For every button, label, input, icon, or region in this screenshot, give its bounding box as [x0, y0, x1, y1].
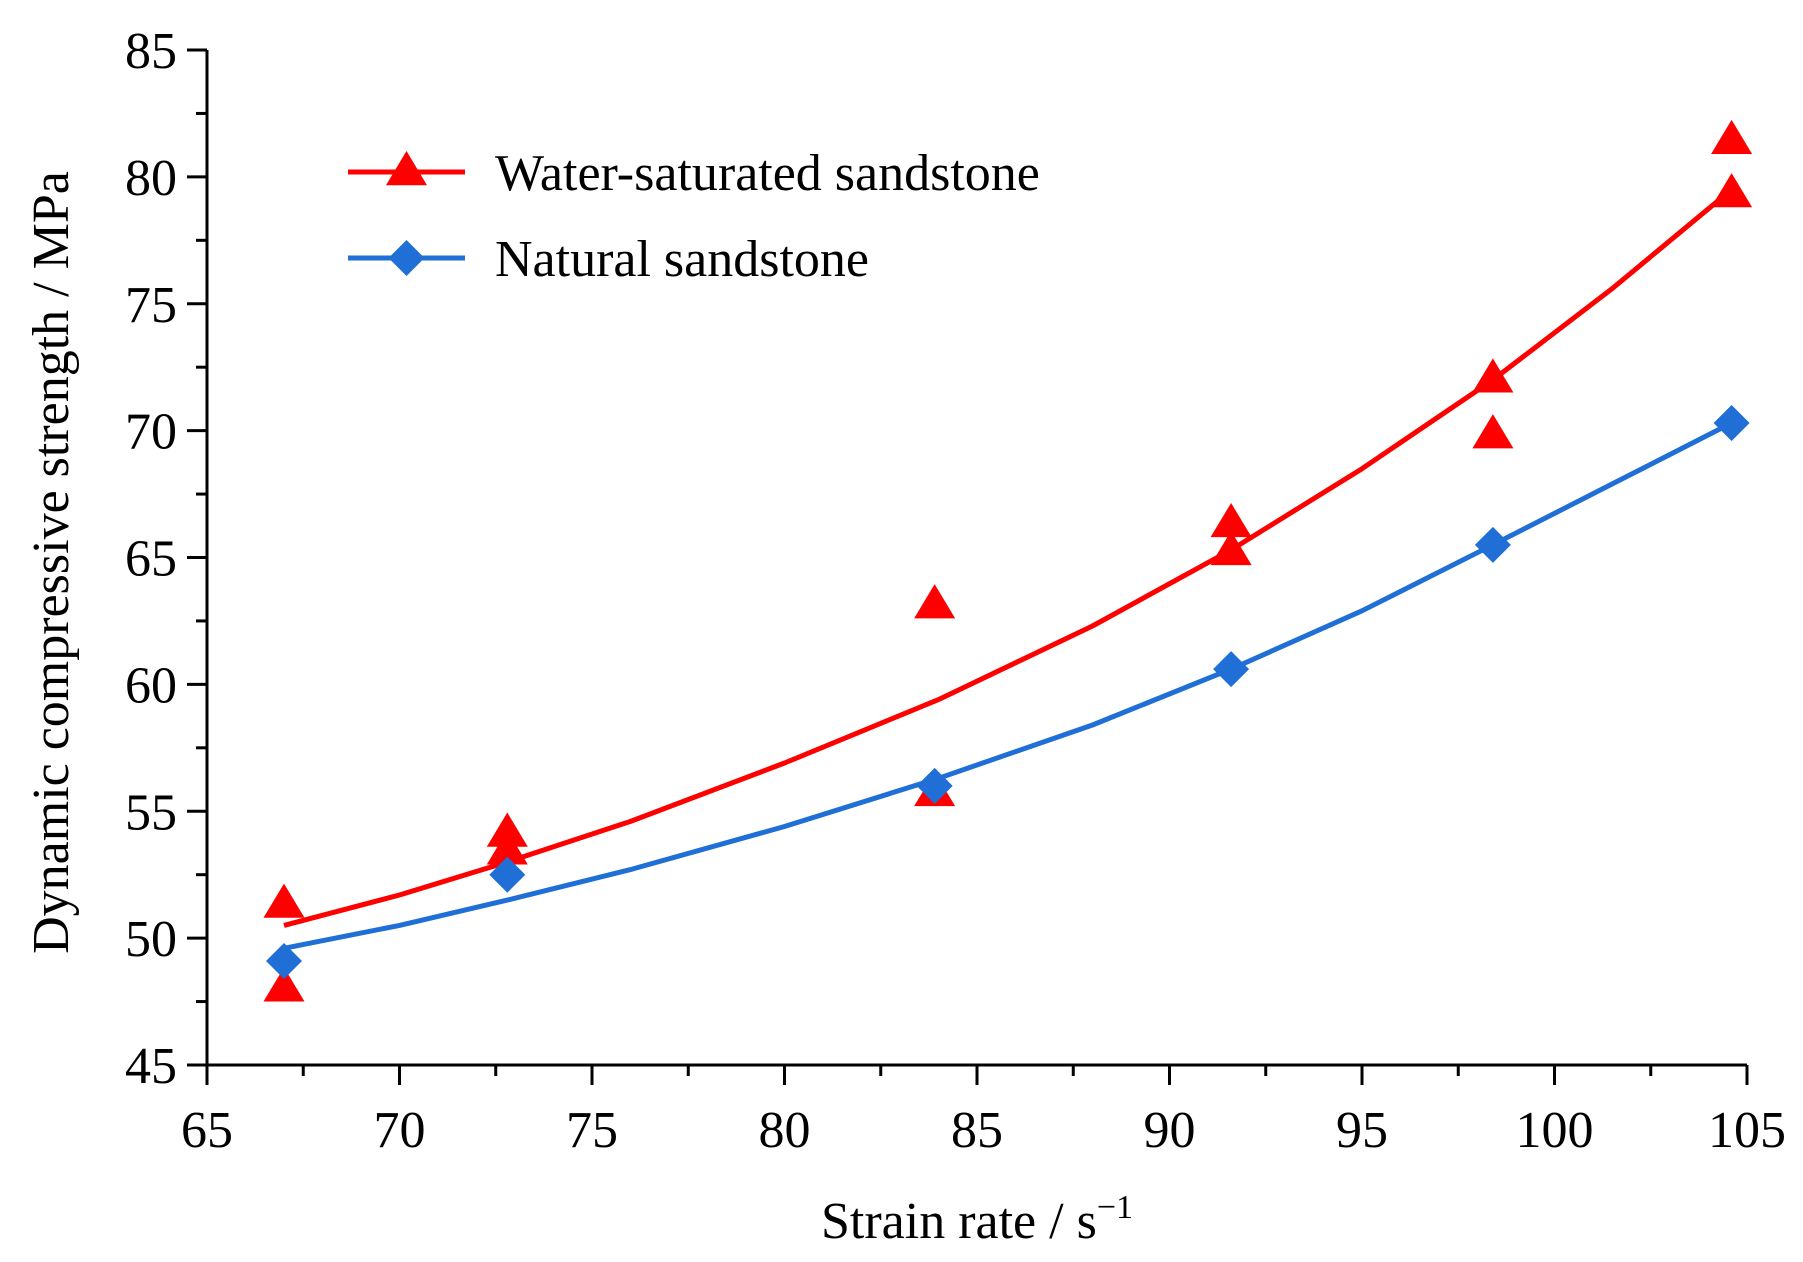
legend-natural-marker [388, 240, 425, 276]
water-saturated-data-point [1711, 119, 1753, 155]
y-tick-label: 65 [125, 531, 177, 588]
x-tick-label: 95 [1336, 1102, 1388, 1159]
x-axis-title: Strain rate / s−1 [821, 1189, 1133, 1250]
fit-lines-layer [283, 187, 1734, 951]
x-tick-label: 90 [1144, 1102, 1196, 1159]
water-saturated-data-point [486, 830, 528, 865]
water-saturated-data-point [263, 967, 305, 1002]
y-tick-label: 50 [125, 911, 177, 968]
legend-water-saturated-label: Water-saturated sandstone [495, 145, 1040, 202]
labels-layer: 65 70 75 80 85 90 95 100 105 45 50 55 60 65 70 75 80 85 St… [23, 23, 1786, 1250]
y-axis-title: Dynamic compressive strength / MPa [23, 171, 80, 954]
water-saturated-data-point [1210, 502, 1252, 538]
y-tick-label: 70 [125, 404, 177, 461]
x-axis-title-superscript: −1 [1097, 1189, 1133, 1226]
natural-fit-line [283, 420, 1733, 951]
y-tick-label: 55 [125, 784, 177, 841]
x-tick-label: 105 [1708, 1102, 1786, 1159]
legend-natural-label: Natural sandstone [495, 231, 869, 288]
natural-data-point [489, 856, 526, 893]
natural-data-point [1213, 651, 1250, 688]
water-saturated-data-point [1210, 530, 1252, 566]
y-tick-label: 75 [125, 277, 177, 334]
natural-data-point [1474, 526, 1511, 563]
y-tick-label: 45 [125, 1038, 177, 1095]
water-saturated-data-point [486, 812, 528, 847]
x-tick-label: 80 [759, 1102, 811, 1159]
water-saturated-data-point [914, 584, 956, 619]
x-tick-label: 70 [374, 1102, 426, 1159]
water-saturated-fit-line [283, 187, 1734, 928]
x-axis-title-text: Strain rate / s [821, 1193, 1097, 1250]
legend-water-saturated-marker [385, 151, 428, 186]
legend: Water-saturated sandstone Natural sandsto… [348, 145, 1040, 288]
water-saturated-data-point [263, 883, 305, 918]
natural-data-point [266, 942, 302, 979]
natural-data-point [916, 767, 953, 804]
x-tick-label: 65 [181, 1102, 233, 1159]
markers-layer [263, 119, 1753, 1002]
y-tick-label: 80 [125, 150, 177, 207]
x-tick-label: 85 [951, 1102, 1003, 1159]
water-saturated-data-point [1472, 414, 1514, 449]
water-saturated-data-point [1711, 173, 1753, 208]
natural-data-point [1713, 405, 1750, 442]
axes-layer [187, 48, 1749, 1085]
x-tick-label: 75 [566, 1102, 618, 1159]
y-tick-label: 85 [125, 23, 177, 80]
water-saturated-data-point [1472, 358, 1514, 393]
x-tick-label: 100 [1516, 1102, 1594, 1159]
y-tick-label: 60 [125, 657, 177, 714]
